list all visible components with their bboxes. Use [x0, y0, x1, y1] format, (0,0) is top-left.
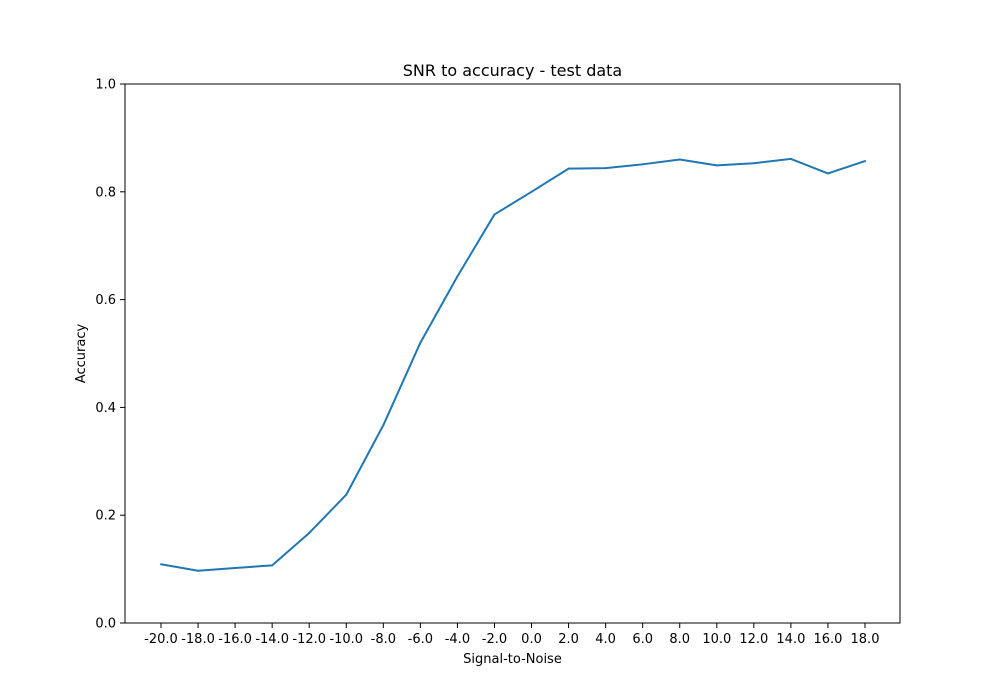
- x-tick-label: -18.0: [181, 632, 215, 647]
- x-tick-label: -4.0: [445, 632, 470, 647]
- data-point: [789, 157, 792, 160]
- x-tick-label: 0.0: [521, 632, 542, 647]
- data-point: [826, 172, 829, 175]
- x-tick-label: 2.0: [558, 632, 579, 647]
- data-point: [752, 162, 755, 165]
- x-tick-label: -2.0: [482, 632, 507, 647]
- data-point: [641, 163, 644, 166]
- data-point: [604, 167, 607, 170]
- x-tick-label: 16.0: [813, 632, 842, 647]
- x-axis-ticks: -20.0 -18.0 -16.0 -14.0 -12.0 -10.0 -8.0 -6.0 -4…: [144, 623, 879, 647]
- y-tick-label: 0.4: [95, 401, 116, 416]
- data-point: [234, 567, 237, 570]
- y-tick-label: 1.0: [95, 78, 116, 93]
- x-tick-label: 6.0: [632, 632, 653, 647]
- series-line: [160, 157, 866, 572]
- data-point: [160, 563, 162, 566]
- y-tick-label: 0.6: [95, 293, 116, 308]
- x-tick-label: -6.0: [408, 632, 433, 647]
- data-point: [345, 493, 348, 496]
- y-tick-label: 0.8: [95, 185, 116, 200]
- x-tick-label: -14.0: [255, 632, 289, 647]
- y-axis-ticks: 0.0 0.2 0.4 0.6 0.8 1.0: [95, 78, 125, 632]
- x-tick-label: 18.0: [851, 632, 880, 647]
- data-point: [419, 341, 422, 344]
- x-tick-label: 10.0: [702, 632, 731, 647]
- data-point: [271, 564, 274, 567]
- x-tick-label: -20.0: [144, 632, 178, 647]
- x-tick-label: 4.0: [595, 632, 616, 647]
- x-tick-label: -16.0: [218, 632, 252, 647]
- plot-area: [125, 84, 900, 623]
- data-point: [567, 167, 570, 170]
- data-point: [864, 160, 866, 163]
- data-point: [715, 164, 718, 167]
- x-tick-label: 8.0: [669, 632, 690, 647]
- x-tick-label: 14.0: [776, 632, 805, 647]
- data-point: [382, 424, 385, 427]
- plot-frame: [124, 83, 901, 624]
- data-point: [197, 569, 200, 572]
- data-point: [493, 213, 496, 216]
- x-tick-label: 12.0: [739, 632, 768, 647]
- x-tick-label: -8.0: [371, 632, 396, 647]
- series-layer: [160, 157, 866, 572]
- data-point: [456, 275, 459, 278]
- x-tick-label: -10.0: [329, 632, 363, 647]
- x-tick-label: -12.0: [292, 632, 326, 647]
- y-tick-label: 0.0: [95, 617, 116, 632]
- data-point: [678, 158, 681, 161]
- y-tick-label: 0.2: [95, 509, 116, 524]
- data-point: [530, 190, 533, 193]
- x-axis-label: Signal-to-Noise: [463, 652, 562, 667]
- chart-title: SNR to accuracy - test data: [403, 61, 622, 80]
- y-axis-label: Accuracy: [74, 324, 89, 384]
- data-point: [308, 531, 311, 534]
